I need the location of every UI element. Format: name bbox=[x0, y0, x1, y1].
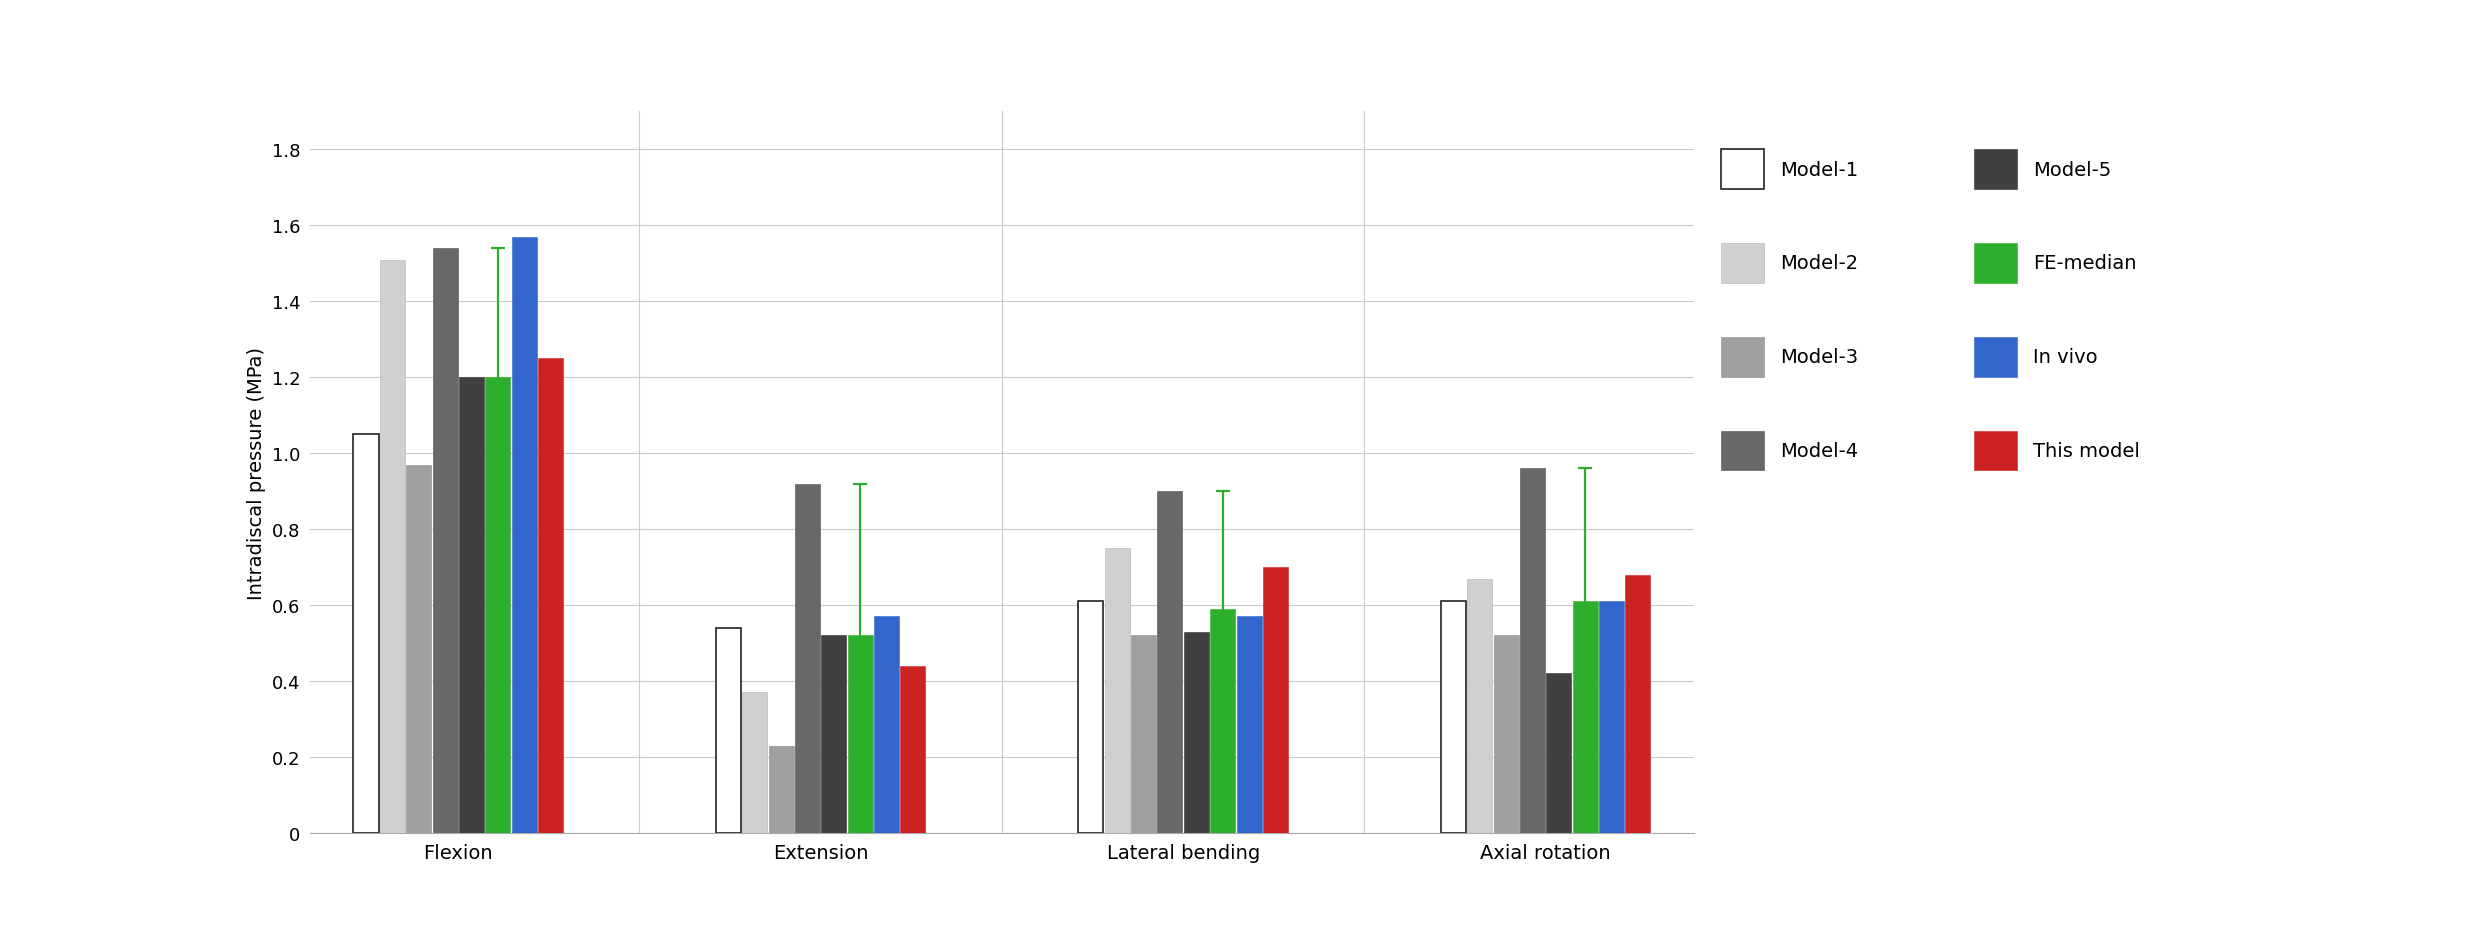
Text: In vivo: In vivo bbox=[2034, 348, 2098, 367]
Bar bbox=[1079, 602, 1104, 833]
Bar bbox=[873, 617, 900, 833]
Text: Model-3: Model-3 bbox=[1781, 348, 1858, 367]
FancyBboxPatch shape bbox=[1974, 150, 2016, 190]
Bar bbox=[1238, 617, 1262, 833]
Bar bbox=[459, 378, 484, 833]
Bar bbox=[742, 693, 766, 833]
Bar bbox=[1600, 602, 1624, 833]
Bar bbox=[407, 465, 432, 833]
Bar bbox=[769, 746, 794, 833]
Bar bbox=[1183, 632, 1208, 833]
Bar bbox=[717, 628, 742, 833]
Bar bbox=[538, 358, 563, 833]
FancyBboxPatch shape bbox=[1721, 244, 1763, 284]
Bar bbox=[1468, 578, 1493, 833]
Text: Model-4: Model-4 bbox=[1781, 442, 1858, 461]
Bar bbox=[511, 238, 536, 833]
Text: Model-2: Model-2 bbox=[1781, 255, 1858, 273]
Text: This model: This model bbox=[2034, 442, 2140, 461]
Bar bbox=[486, 378, 511, 833]
Bar bbox=[1572, 602, 1597, 833]
Text: Model-5: Model-5 bbox=[2034, 160, 2110, 180]
Bar bbox=[1262, 567, 1287, 833]
Bar bbox=[821, 636, 846, 833]
Bar bbox=[1493, 636, 1518, 833]
Bar bbox=[1104, 548, 1131, 833]
FancyBboxPatch shape bbox=[1974, 244, 2016, 284]
Bar bbox=[1210, 609, 1235, 833]
Bar bbox=[1131, 636, 1156, 833]
Text: FE-median: FE-median bbox=[2034, 255, 2135, 273]
Bar bbox=[848, 636, 873, 833]
Bar bbox=[1158, 491, 1183, 833]
Bar bbox=[900, 666, 925, 833]
Bar bbox=[379, 260, 404, 833]
Bar bbox=[355, 434, 379, 833]
Bar bbox=[1624, 575, 1649, 833]
FancyBboxPatch shape bbox=[1974, 338, 2016, 377]
Y-axis label: Intradiscal pressure (MPa): Intradiscal pressure (MPa) bbox=[248, 346, 265, 599]
FancyBboxPatch shape bbox=[1721, 150, 1763, 190]
Bar bbox=[796, 484, 821, 833]
Bar bbox=[1545, 674, 1572, 833]
Bar bbox=[1441, 602, 1466, 833]
FancyBboxPatch shape bbox=[1974, 431, 2016, 471]
Bar bbox=[432, 249, 459, 833]
FancyBboxPatch shape bbox=[1721, 431, 1763, 471]
Text: Model-1: Model-1 bbox=[1781, 160, 1858, 180]
Bar bbox=[1520, 469, 1545, 833]
FancyBboxPatch shape bbox=[1721, 338, 1763, 377]
